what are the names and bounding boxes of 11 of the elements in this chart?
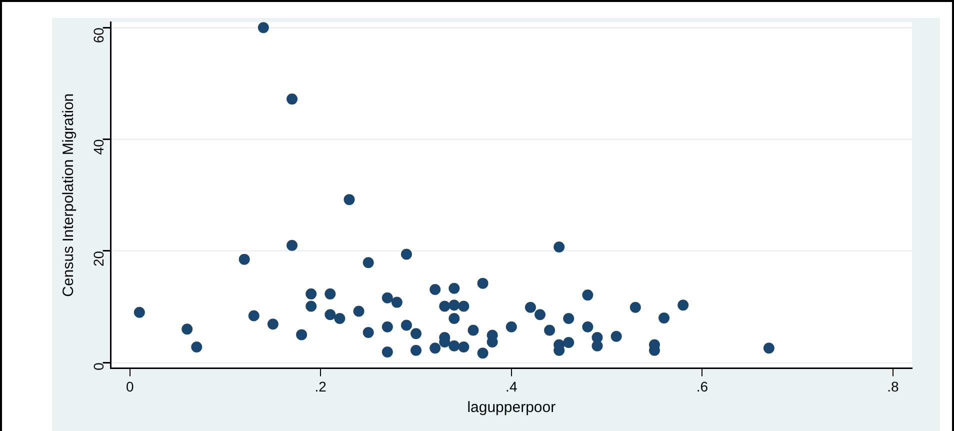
y-tick-label: 20 [90,250,107,267]
x-tick-label: 0 [126,378,134,394]
x-tick-label: .8 [887,378,899,394]
y-tick-label: 60 [90,27,107,44]
x-axis-title: lagupperpoor [467,399,556,416]
x-tick-label: .6 [696,378,708,394]
y-tick-label: 40 [90,139,107,155]
x-tick-label: .4 [506,378,518,394]
x-tick-label: .2 [314,378,327,394]
y-axis-title: Census Interpolation Migration [60,93,78,297]
y-tick-label: 0 [90,362,107,370]
